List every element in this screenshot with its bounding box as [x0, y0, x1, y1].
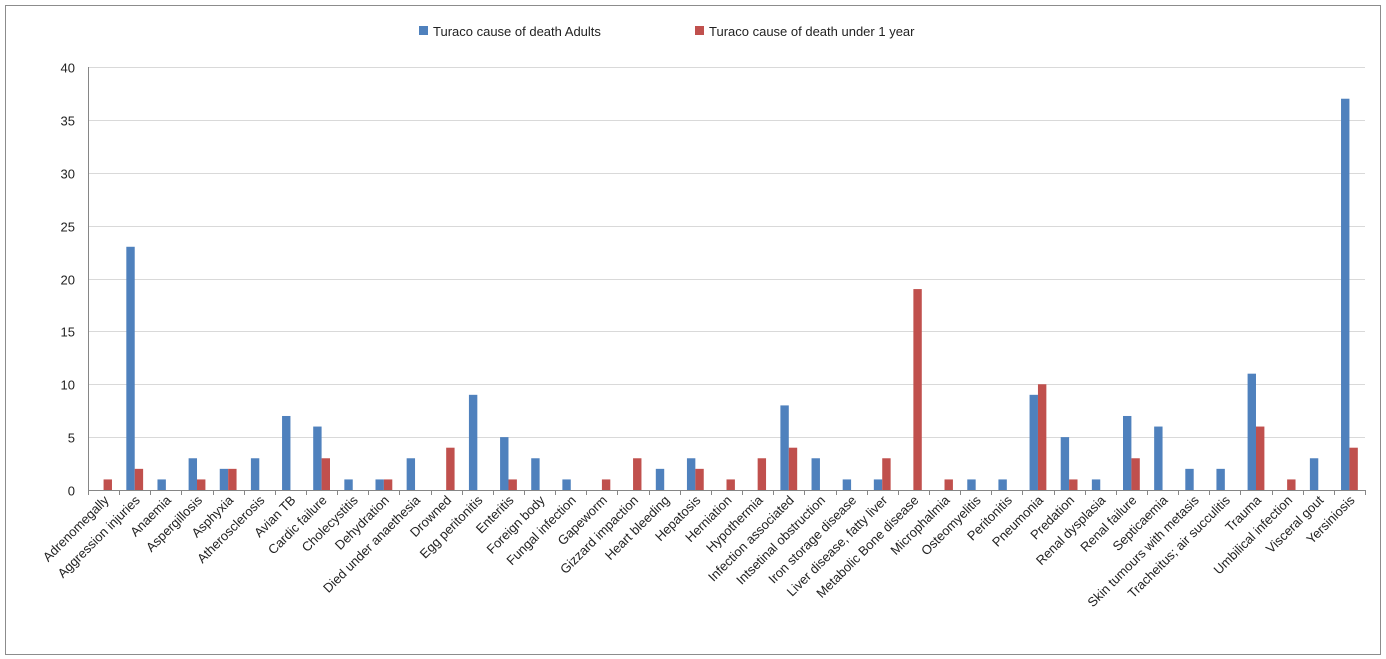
bar-adults-aggression-injuries [126, 246, 135, 490]
bar-adults-tracheitus-air-succulitis [1216, 468, 1225, 490]
bar-under-1-year-pneumonia [1037, 384, 1047, 490]
bar-under-1-year-trauma [1255, 426, 1265, 490]
y-tick-label-40: 40 [61, 61, 75, 76]
bar-adults-asphyxia [219, 468, 229, 490]
bar-under-1-year-cardic-failure [321, 458, 330, 490]
x-axis [88, 67, 1366, 495]
bar-adults-foreign-body [531, 458, 540, 490]
bar-under-1-year-metabolic-bone-disease [913, 289, 922, 490]
bars [103, 98, 1358, 491]
bar-adults-renal-dysplasia [1091, 479, 1101, 490]
bar-adults-osteomyelitis [967, 479, 976, 490]
y-tick-label-25: 25 [61, 220, 75, 235]
bar-under-1-year-herniation [726, 479, 735, 490]
bar-adults-intsetinal-obstruction [811, 458, 820, 490]
legend-label-under-1-year: Turaco cause of death under 1 year [709, 24, 915, 39]
legend-swatch-under-1-year [695, 26, 704, 35]
bar-adults-cardic-failure [313, 426, 322, 490]
bar-under-1-year-gizzard-impaction [633, 458, 642, 490]
bar-under-1-year-hypothermia [757, 458, 767, 490]
bar-under-1-year-yersiniosis [1349, 447, 1358, 490]
y-axis-tick-labels: 0 5 10 15 20 25 30 35 40 [61, 61, 75, 499]
y-tick-label-30: 30 [61, 167, 75, 182]
bar-adults-dehydration [375, 479, 384, 490]
bar-adults-predation [1060, 437, 1070, 491]
bar-adults-cholecystitis [344, 479, 353, 490]
bar-under-1-year-enteritis [508, 479, 517, 490]
bar-under-1-year-liver-disease-fatty-liver [882, 458, 891, 490]
chart-frame [5, 5, 1381, 655]
bar-under-1-year-adrenomegally [103, 479, 112, 490]
bar-adults-died-under-anaethesia [406, 458, 416, 490]
bar-under-1-year-microphalmia [944, 479, 953, 490]
bar-under-1-year-aspergillosis [197, 479, 206, 490]
bar-under-1-year-aggression-injuries [134, 468, 144, 490]
legend-swatch-adults [419, 26, 428, 35]
bar-adults-aspergillosis [188, 458, 198, 490]
bar-under-1-year-gapeworm [601, 479, 611, 490]
bar-adults-iron-storage-disease [842, 479, 852, 490]
y-tick-label-0: 0 [68, 484, 75, 499]
y-tick-label-5: 5 [68, 431, 75, 446]
bar-under-1-year-asphyxia [228, 468, 237, 490]
bar-under-1-year-predation [1069, 479, 1078, 490]
bar-adults-hepatosis [686, 458, 696, 490]
bar-adults-fungal-infection [562, 479, 571, 490]
legend-label-adults: Turaco cause of death Adults [433, 24, 601, 39]
bar-under-1-year-hepatosis [695, 468, 704, 490]
bar-adults-egg-peritonitis [468, 394, 478, 490]
y-tick-label-35: 35 [61, 114, 75, 129]
bar-adults-heart-bleeding [655, 468, 665, 490]
bar-adults-septicaemia [1154, 426, 1163, 490]
legend: Turaco cause of death Adults Turaco caus… [419, 24, 915, 39]
bar-adults-anaemia [157, 479, 166, 490]
bar-under-1-year-umbilical-infection [1287, 479, 1296, 490]
bar-under-1-year-dehydration [383, 479, 393, 490]
bar-under-1-year-infection-associated [788, 447, 798, 490]
y-tick-label-15: 15 [61, 325, 75, 340]
bar-under-1-year-renal-failure [1131, 458, 1140, 490]
bar-under-1-year-drowned [446, 447, 455, 490]
bar-adults-visceral-gout [1309, 458, 1319, 490]
bar-adults-avian-tb [282, 415, 291, 490]
bar-adults-renal-failure [1123, 415, 1132, 490]
bar-adults-trauma [1247, 373, 1256, 490]
bar-adults-skin-tumours-with-metasis [1185, 468, 1194, 490]
bar-adults-enteritis [500, 437, 509, 491]
bar-adults-liver-disease-fatty-liver [873, 479, 883, 490]
bar-adults-yersiniosis [1341, 98, 1350, 490]
bar-adults-pneumonia [1029, 394, 1038, 490]
bar-adults-infection-associated [780, 405, 789, 490]
gridlines [88, 67, 1365, 491]
bar-adults-peritonitis [998, 479, 1007, 490]
bar-adults-atherosclerosis [250, 458, 260, 490]
y-tick-label-10: 10 [61, 378, 75, 393]
y-tick-label-20: 20 [61, 273, 75, 288]
